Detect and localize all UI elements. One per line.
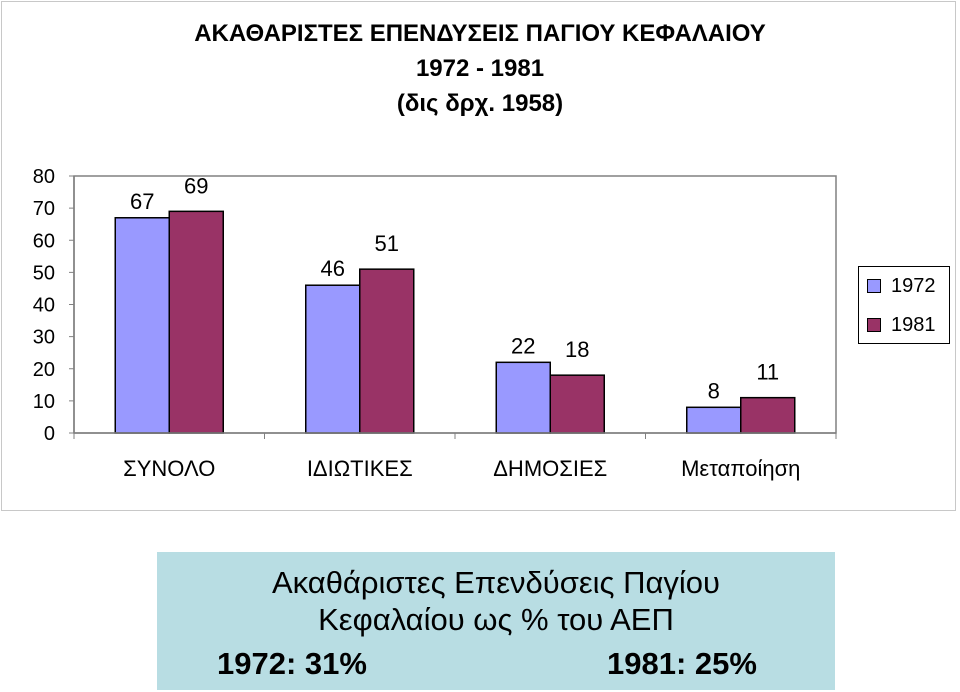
data-label-1981: 69 — [184, 173, 208, 198]
legend-swatch-1981 — [867, 318, 881, 332]
y-tick-label: 60 — [33, 230, 55, 252]
data-label-1981: 18 — [565, 337, 589, 362]
gdp-share-caption: Ακαθάριστες Επενδύσεις Παγίου Κεφαλαίου … — [157, 552, 835, 690]
data-label-1972: 46 — [321, 256, 345, 281]
bar-1972 — [686, 406, 742, 434]
y-tick-label: 40 — [33, 295, 55, 317]
x-category-label: ΣΥΝΟΛΟ — [123, 456, 215, 481]
legend-label-1981: 1981 — [891, 313, 936, 336]
y-tick-label: 20 — [33, 359, 55, 381]
chart-title: ΑΚΑΘΑΡΙΣΤΕΣ ΕΠΕΝΔΥΣΕΙΣ ΠΑΓΙΟΥ ΚΕΦΑΛΑΙΟΥ — [194, 20, 766, 47]
x-category-label: ΔΗΜΟΣΙΕΣ — [493, 456, 607, 481]
legend-swatch-1972 — [867, 279, 881, 293]
data-label-1972: 8 — [708, 378, 720, 403]
y-tick-label: 80 — [33, 166, 55, 188]
y-tick-label: 50 — [33, 262, 55, 284]
legend: 1972 1981 — [858, 266, 950, 344]
bar-1981 — [740, 396, 796, 434]
caption-stat-1972: 1972: 31% — [217, 646, 367, 681]
bar-1981 — [359, 268, 415, 434]
x-category-label: Μεταποίηση — [681, 456, 800, 481]
data-label-1972: 22 — [511, 333, 535, 358]
caption-line-2: Κεφαλαίου ως % του ΑΕΠ — [318, 602, 674, 637]
chart-subtitle-years: 1972 - 1981 — [415, 55, 545, 82]
y-tick-label: 10 — [33, 391, 55, 413]
x-category-label: ΙΔΙΩΤΙΚΕΣ — [307, 456, 413, 481]
y-tick-label: 30 — [33, 327, 55, 349]
bar-1981 — [549, 374, 605, 434]
y-tick-label: 70 — [33, 198, 55, 220]
caption-line-1: Ακαθάριστες Επενδύσεις Παγίου — [271, 565, 721, 600]
bar-1972 — [495, 361, 551, 434]
chart-subtitle-units: (δις δρχ. 1958) — [396, 90, 564, 117]
legend-item-1972: 1972 — [867, 275, 936, 297]
bar-1981 — [168, 210, 224, 434]
legend-item-1981: 1981 — [867, 314, 936, 336]
legend-label-1972: 1972 — [891, 274, 936, 297]
y-tick-label: 0 — [44, 423, 55, 445]
data-label-1981: 11 — [756, 360, 779, 385]
bar-1972 — [305, 284, 361, 434]
data-label-1981: 51 — [375, 231, 399, 256]
data-label-1972: 67 — [130, 189, 154, 214]
caption-stat-1981: 1981: 25% — [607, 646, 757, 681]
bar-1972 — [114, 217, 170, 434]
bar-chart: 0 10 20 30 40 50 60 70 80 ΣΥΝΟΛΟ ΙΔΙΩΤΙΚΕΣ ΔΗΜΟΣΙΕΣ… — [33, 166, 837, 481]
